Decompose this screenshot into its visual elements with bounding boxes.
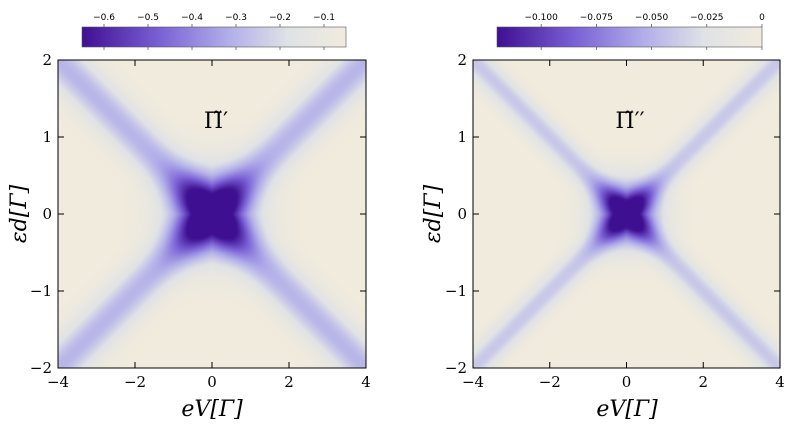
y-tick-label: −1 — [30, 282, 52, 300]
colorbar-tick-label: −0.3 — [225, 13, 247, 23]
colorbar-tick-label: −0.6 — [93, 13, 115, 23]
y-tick-label: −2 — [445, 359, 467, 377]
y-tick-label: 2 — [457, 51, 467, 69]
colorbar-tick-label: −0.1 — [313, 13, 335, 23]
left-colorbar: −0.6 −0.5 −0.4 −0.3 −0.2 −0.1 — [81, 13, 347, 50]
colorbar-tick-label: −0.5 — [137, 13, 159, 23]
left-y-axis-label: εd[Γ] — [7, 184, 32, 243]
colorbar-tick-label: −0.075 — [580, 13, 613, 23]
y-tick-label: 0 — [457, 205, 467, 223]
right-x-axis-label: eV[Γ] — [596, 397, 658, 422]
colorbar-tick-label: −0.050 — [635, 13, 669, 23]
x-tick-label: 4 — [361, 373, 371, 391]
x-tick-label: −2 — [124, 373, 146, 391]
left-heatmap — [57, 59, 367, 369]
x-tick-label: 0 — [622, 373, 632, 391]
colorbar-tick-label: −0.2 — [269, 13, 291, 23]
y-tick-label: 1 — [457, 128, 467, 146]
left-panel: −0.6 −0.5 −0.4 −0.3 −0.2 −0.1 −4 −2 0 2 4−2−1012 … — [7, 13, 371, 422]
right-colorbar: −0.100 −0.075 −0.050 −0.025 0 — [496, 13, 765, 50]
right-panel-label: Π̃′′ — [615, 109, 644, 134]
x-tick-label: −4 — [462, 373, 484, 391]
right-heatmap — [472, 59, 781, 369]
x-tick-label: −4 — [47, 373, 69, 391]
y-tick-label: 1 — [42, 128, 52, 146]
y-tick-label: −2 — [30, 359, 52, 377]
left-x-axis-label: eV[Γ] — [181, 397, 243, 422]
colorbar-tick-label: −0.4 — [181, 13, 203, 23]
x-tick-label: 2 — [698, 373, 708, 391]
left-panel-label: Π̃′ — [204, 109, 228, 134]
x-tick-label: −2 — [539, 373, 561, 391]
right-y-axis-label: εd[Γ] — [421, 184, 446, 243]
y-tick-label: −1 — [445, 282, 467, 300]
colorbar-tick-label: −0.100 — [525, 13, 559, 23]
colorbar-tick-label: 0 — [759, 13, 765, 23]
x-tick-label: 2 — [284, 373, 294, 391]
colorbar-tick-label: −0.025 — [690, 13, 723, 23]
y-tick-label: 0 — [42, 205, 52, 223]
x-tick-label: 4 — [775, 373, 785, 391]
right-panel: −0.100 −0.075 −0.050 −0.025 0 −4 −2 0 2 4−2−1012… — [421, 13, 785, 422]
y-tick-label: 2 — [42, 51, 52, 69]
x-tick-label: 0 — [207, 373, 217, 391]
